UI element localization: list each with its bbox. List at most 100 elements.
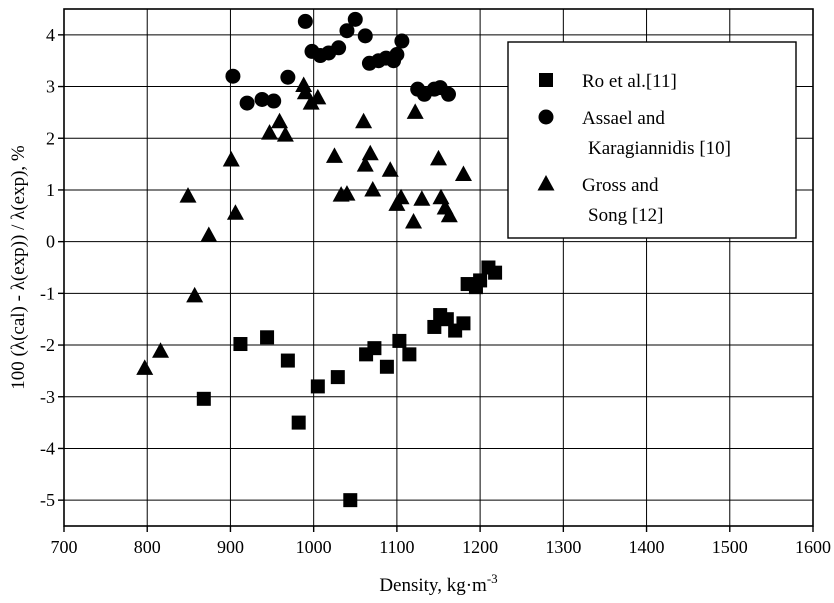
data-point-triangle xyxy=(338,185,356,201)
x-tick-label: 700 xyxy=(51,537,78,557)
data-point-triangle xyxy=(361,144,379,161)
data-point-square xyxy=(392,333,407,348)
legend-label: Ro et al.[11] xyxy=(582,71,677,92)
plot-frame xyxy=(63,8,814,527)
x-axis-title-superscript: -3 xyxy=(487,571,498,586)
data-point-square xyxy=(473,273,488,288)
legend: Ro et al.[11] Assael and Karagiannidis [10… xyxy=(507,41,797,239)
data-point-square xyxy=(330,370,345,385)
data-point-triangle xyxy=(413,190,431,206)
legend-marker-square xyxy=(539,73,553,87)
x-tick-label: 1000 xyxy=(296,537,332,557)
x-tick-label: 1500 xyxy=(712,537,748,557)
y-tick-label: 4 xyxy=(46,25,55,45)
data-markers xyxy=(136,11,503,508)
legend-item: Assael and Karagiannidis [10] xyxy=(538,108,731,159)
legend-box xyxy=(507,41,797,239)
data-point-triangle xyxy=(440,206,458,223)
y-tick-label: 3 xyxy=(46,77,55,97)
data-point-square xyxy=(233,337,248,352)
data-point-square xyxy=(456,316,471,331)
legend-label: Karagiannidis [10] xyxy=(588,138,731,159)
y-tick-label: -3 xyxy=(40,387,55,407)
x-axis-title-text: Density, kg·m xyxy=(379,575,487,596)
data-point-triangle xyxy=(226,204,244,220)
x-tick-label: 900 xyxy=(217,537,244,557)
data-point-triangle xyxy=(261,124,279,140)
data-point-circle xyxy=(339,23,355,39)
data-point-triangle xyxy=(405,213,423,229)
data-point-triangle xyxy=(276,126,294,142)
data-point-triangle xyxy=(454,165,472,181)
data-point-triangle xyxy=(392,188,410,205)
data-point-square xyxy=(427,319,442,334)
data-point-triangle xyxy=(200,226,218,242)
data-point-triangle xyxy=(152,342,170,358)
x-tick-label: 1400 xyxy=(629,537,665,557)
y-tick-label: -1 xyxy=(40,283,55,303)
data-point-circle xyxy=(225,68,241,84)
legend-items: Ro et al.[11] Assael and Karagiannidis [10… xyxy=(537,71,731,226)
series-circle xyxy=(225,11,456,111)
x-tick-label: 1200 xyxy=(462,537,498,557)
y-tick-label: 1 xyxy=(46,180,55,200)
y-tick-label: -5 xyxy=(40,490,55,510)
data-point-triangle xyxy=(309,88,327,105)
data-point-square xyxy=(260,330,275,345)
y-tick-label: 0 xyxy=(46,232,55,252)
data-point-triangle xyxy=(381,161,399,177)
data-point-square xyxy=(367,341,382,356)
data-point-square xyxy=(439,312,454,327)
legend-marker-circle xyxy=(538,109,554,125)
legend-marker-triangle xyxy=(537,175,555,191)
data-point-circle xyxy=(347,11,363,27)
data-point-triangle xyxy=(432,188,450,205)
data-point-triangle xyxy=(179,187,197,203)
data-point-triangle xyxy=(296,83,314,100)
data-point-circle xyxy=(266,93,282,109)
data-point-circle xyxy=(280,69,296,85)
series-triangle xyxy=(136,76,472,375)
data-point-square xyxy=(402,347,417,362)
x-tick-label: 1300 xyxy=(545,537,581,557)
data-point-triangle xyxy=(356,156,374,172)
legend-item: Gross and Song [12] xyxy=(537,175,663,226)
data-point-square xyxy=(196,391,211,406)
data-point-triangle xyxy=(295,76,313,93)
data-point-circle xyxy=(440,86,456,102)
data-point-triangle xyxy=(222,150,240,167)
data-point-circle xyxy=(254,91,270,107)
legend-label: Gross and xyxy=(582,175,659,196)
x-tick-label: 1100 xyxy=(379,537,414,557)
data-point-circle xyxy=(239,95,255,111)
data-point-square xyxy=(310,379,325,394)
legend-label: Song [12] xyxy=(588,205,663,226)
data-point-circle xyxy=(394,33,410,49)
x-tick-label: 800 xyxy=(134,537,161,557)
series-square xyxy=(196,260,503,508)
x-axis-title: Density, kg·m-3 xyxy=(379,571,497,596)
data-point-triangle xyxy=(364,180,382,197)
data-point-circle xyxy=(389,46,405,62)
y-axis-title: 100 (λ(cal) - λ(exp)) / λ(exp), % xyxy=(8,145,29,390)
data-point-triangle xyxy=(271,112,289,129)
legend-label: Assael and xyxy=(582,108,665,129)
x-tick-label: 1600 xyxy=(795,537,831,557)
data-point-circle xyxy=(357,28,373,44)
data-point-triangle xyxy=(325,147,343,163)
data-point-triangle xyxy=(136,359,154,375)
data-point-triangle xyxy=(355,112,373,129)
legend-item: Ro et al.[11] xyxy=(539,71,677,92)
x-tick-labels: 700 800 900 1000 1100 1200 1300 1400 1500 1600 xyxy=(51,537,832,557)
data-point-triangle xyxy=(186,286,204,303)
y-tick-labels: -5 -4 -3 -2 -1 0 1 2 3 4 xyxy=(40,25,55,510)
data-point-square xyxy=(488,265,503,280)
data-point-circle xyxy=(331,40,347,56)
data-point-circle xyxy=(297,13,313,29)
data-point-triangle xyxy=(430,149,447,166)
data-point-square xyxy=(280,353,295,368)
y-tick-label: -2 xyxy=(40,335,55,355)
axis-ticks xyxy=(58,34,814,532)
data-point-square xyxy=(291,415,306,430)
